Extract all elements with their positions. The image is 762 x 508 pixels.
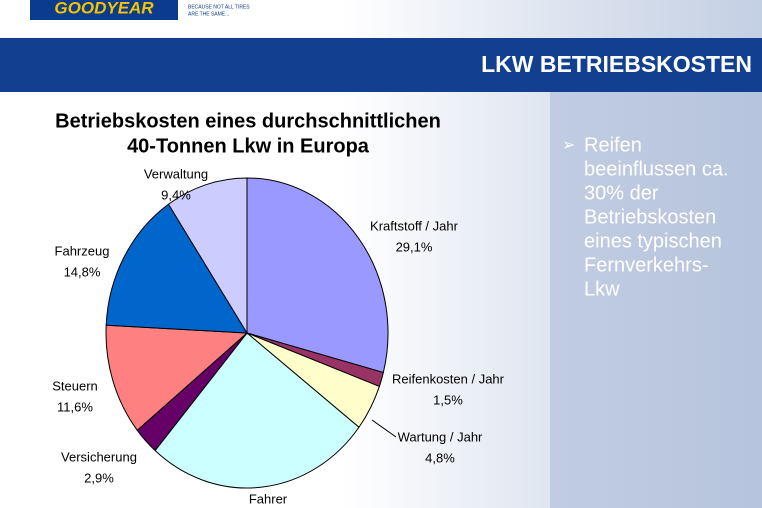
slice-label: Versicherung (61, 449, 137, 464)
pie-slice (105, 203, 248, 334)
slice-label: Reifenkosten / Jahr (392, 371, 505, 386)
pie-slice (167, 177, 248, 335)
slice-value: 29,1% (396, 239, 433, 254)
slice-value: 1,5% (433, 392, 463, 407)
bullet-line: Betriebskosten (584, 206, 716, 228)
slice-label: Fahrer (249, 491, 288, 506)
slice-label: Verwaltung (144, 166, 208, 181)
slice-value: 14,8% (64, 264, 101, 279)
logo-tagline: BECAUSE NOT ALL TIRES (188, 4, 250, 10)
bullet-line: beeinflussen ca. (584, 158, 729, 180)
logo-tagline: ARE THE SAME... (188, 11, 229, 17)
chart-title: Betriebskosten eines durchschnittlichen (55, 110, 441, 132)
logo-brand: GOODYEAR (54, 0, 154, 17)
bullet-line: Lkw (584, 278, 620, 300)
slice-label: Wartung / Jahr (398, 429, 483, 444)
chart-title: 40-Tonnen Lkw in Europa (127, 135, 370, 157)
leader-line (371, 419, 397, 438)
side-panel (550, 92, 762, 508)
bullet-line: eines typischen (584, 230, 722, 252)
header-title: LKW BETRIEBSKOSTEN (481, 51, 752, 77)
slice-label: Fahrzeug (55, 243, 110, 258)
header-bar (0, 38, 762, 92)
slice-value: 9,4% (161, 187, 191, 202)
bullet-line: Reifen (584, 134, 642, 156)
bullet-line: Fernverkehrs- (584, 254, 708, 276)
logo-box (30, 0, 178, 20)
slice-value: 11,6% (57, 399, 93, 414)
bullet-marker: ➢ (562, 137, 575, 154)
slice-value: 2,9% (84, 470, 114, 485)
slice-label: Steuern (52, 378, 98, 393)
slice-label: Kraftstoff / Jahr (370, 218, 459, 233)
pie-slice (105, 324, 249, 432)
bullet-line: 30% der (584, 182, 659, 204)
pie-slice (154, 332, 360, 489)
pie-slice (246, 177, 389, 374)
slice-value: 4,8% (425, 450, 455, 465)
